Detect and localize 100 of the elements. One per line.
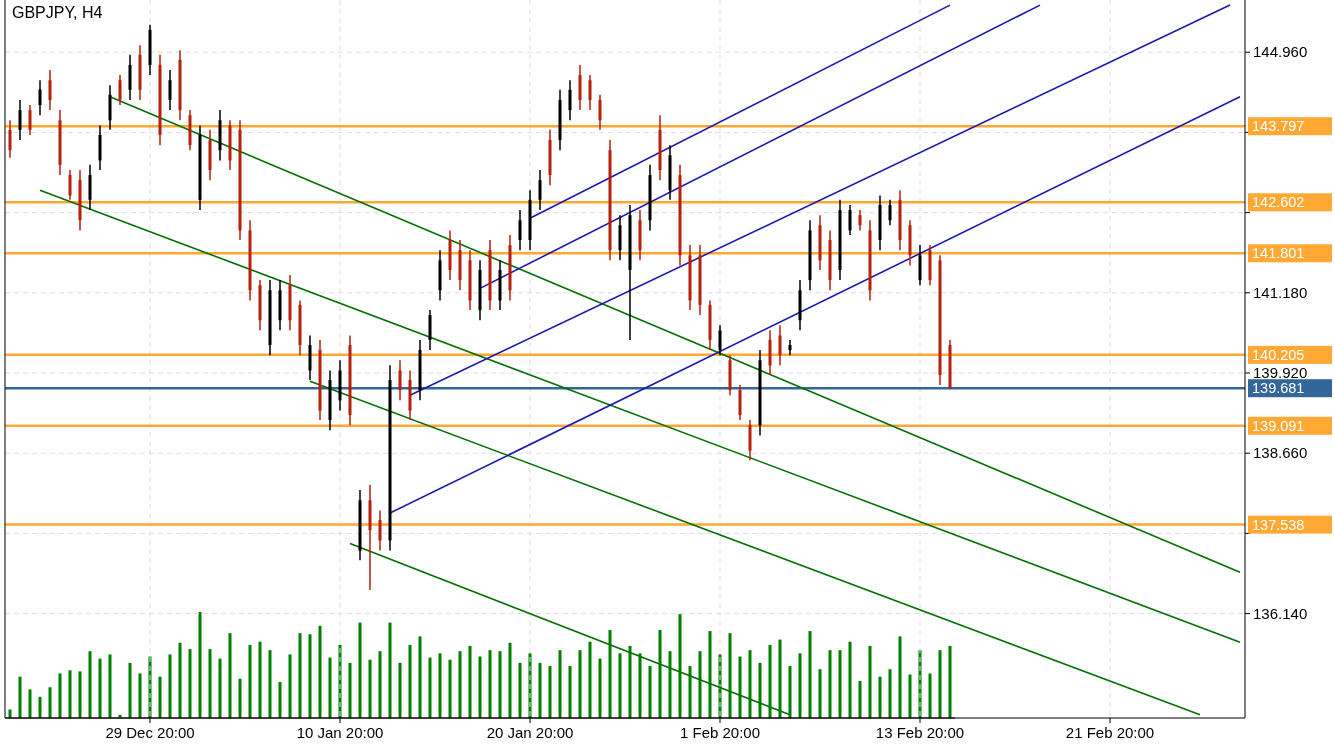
bar [728, 633, 732, 718]
bar [618, 653, 622, 718]
bar [628, 645, 632, 718]
bar [138, 673, 142, 718]
ref-line-label: 140.205 [1252, 346, 1305, 363]
x-tick-label: 10 Jan 20:00 [296, 724, 384, 741]
bar [548, 666, 552, 718]
x-tick-label: 13 Feb 20:00 [875, 724, 965, 741]
bar [188, 649, 192, 718]
bar [98, 658, 102, 718]
bar [498, 651, 502, 718]
candlestick [858, 209, 862, 232]
y-tick-label: 139.920 [1253, 364, 1308, 382]
bar [268, 650, 272, 718]
bar [608, 630, 612, 718]
y-tick-label: 144.960 [1253, 43, 1308, 61]
bar [168, 654, 172, 718]
bar [28, 689, 32, 718]
bar [538, 662, 542, 718]
candlestick [848, 204, 852, 236]
x-tick-label: 21 Feb 20:00 [1065, 724, 1155, 741]
bar [648, 666, 652, 718]
bar [908, 674, 912, 718]
bar [258, 641, 262, 718]
bar [708, 631, 712, 718]
bar [158, 676, 162, 718]
bar [758, 662, 762, 718]
bar [578, 650, 582, 718]
bar [838, 650, 842, 718]
bar [448, 659, 452, 718]
bar [818, 669, 822, 718]
candlestick [888, 199, 892, 227]
bar [868, 645, 872, 718]
candlestick [778, 324, 782, 367]
bar [228, 633, 232, 718]
bar [478, 656, 482, 718]
bar [888, 669, 892, 718]
bar [748, 650, 752, 718]
bar [938, 650, 942, 718]
bar [598, 658, 602, 718]
candlestick [538, 169, 542, 211]
bar [68, 670, 72, 718]
bar [128, 662, 132, 718]
bar [828, 650, 832, 718]
bar [898, 636, 902, 718]
bar [378, 651, 382, 718]
x-tick-label: 1 Feb 20:00 [679, 724, 761, 741]
bar [438, 653, 442, 718]
ref-line-label: 142.602 [1252, 194, 1305, 211]
chart-title: GBPJPY, H4 [12, 4, 103, 21]
bar [768, 644, 772, 718]
bar [408, 644, 412, 718]
bar [178, 642, 182, 718]
candlestick [518, 209, 522, 251]
bar [328, 657, 332, 718]
candlestick [718, 324, 722, 356]
ref-line-label: 139.091 [1252, 417, 1305, 434]
bar [588, 641, 592, 718]
bar [238, 678, 242, 718]
bar [658, 630, 662, 718]
candlestick [598, 94, 602, 131]
bar [298, 633, 302, 718]
bar [568, 666, 572, 718]
candlestick [18, 99, 22, 141]
candlestick [378, 509, 382, 552]
bar [798, 653, 802, 718]
bar [368, 659, 372, 718]
bar [398, 662, 402, 718]
bar [288, 654, 292, 718]
candlestick [8, 119, 12, 159]
candlestick [588, 74, 592, 111]
bar [508, 642, 512, 718]
y-tick-label: 141.180 [1253, 284, 1308, 302]
candlestick [68, 169, 72, 201]
ref-line-label: 137.538 [1252, 516, 1305, 533]
bar [698, 651, 702, 718]
bar [48, 687, 52, 718]
ref-line-label: 141.801 [1252, 245, 1305, 262]
bar [848, 641, 852, 718]
candlestick [398, 359, 402, 402]
bar [488, 650, 492, 718]
candlestick [48, 69, 52, 111]
bar [318, 625, 322, 718]
bar [38, 696, 42, 718]
bar [208, 649, 212, 718]
bar [558, 650, 562, 718]
bar [198, 612, 202, 718]
bar [358, 622, 362, 718]
bar [518, 662, 522, 718]
bar [278, 681, 282, 718]
bar [858, 680, 862, 718]
ref-line-label: 139.681 [1252, 380, 1305, 397]
bar [428, 657, 432, 718]
bar [458, 651, 462, 718]
x-tick-label: 20 Jan 20:00 [486, 724, 574, 741]
ref-line-label: 143.797 [1252, 118, 1305, 135]
bar [58, 673, 62, 718]
bar [928, 673, 932, 718]
candlestick [168, 69, 172, 111]
bar [678, 614, 682, 718]
